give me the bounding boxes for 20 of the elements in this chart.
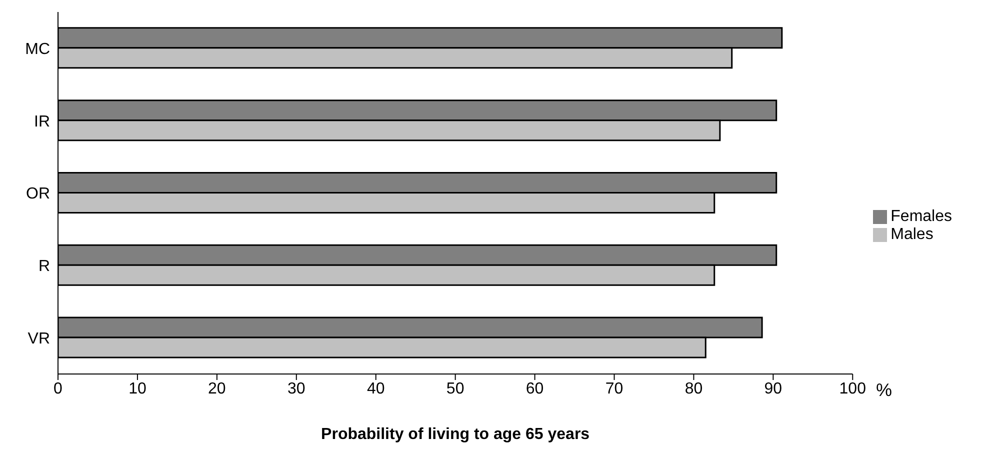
x-tick-label: 0	[54, 380, 63, 398]
y-tick-label: VR	[28, 330, 50, 348]
legend-label: Females	[890, 208, 952, 225]
legend-label: Males	[890, 226, 934, 243]
x-tick-label: 70	[605, 380, 624, 398]
x-tick-label: 40	[366, 380, 385, 398]
x-tick-label: 80	[684, 380, 703, 398]
text: %	[876, 380, 892, 401]
x-tick-label: 30	[287, 380, 306, 398]
x-tick-label: 20	[208, 380, 226, 398]
x-tick-label: 100	[839, 380, 866, 398]
x-tick-label: 60	[526, 380, 544, 398]
x-axis-title: Probability of living to age 65 years	[321, 426, 590, 443]
x-tick-label: 90	[764, 380, 782, 398]
y-tick-label: R	[38, 258, 50, 276]
x-tick-label: 10	[128, 380, 146, 398]
y-tick-label: IR	[34, 113, 50, 130]
y-tick-label: OR	[26, 186, 50, 203]
y-tick-label: MC	[25, 40, 50, 58]
x-tick-label: 50	[446, 380, 464, 398]
